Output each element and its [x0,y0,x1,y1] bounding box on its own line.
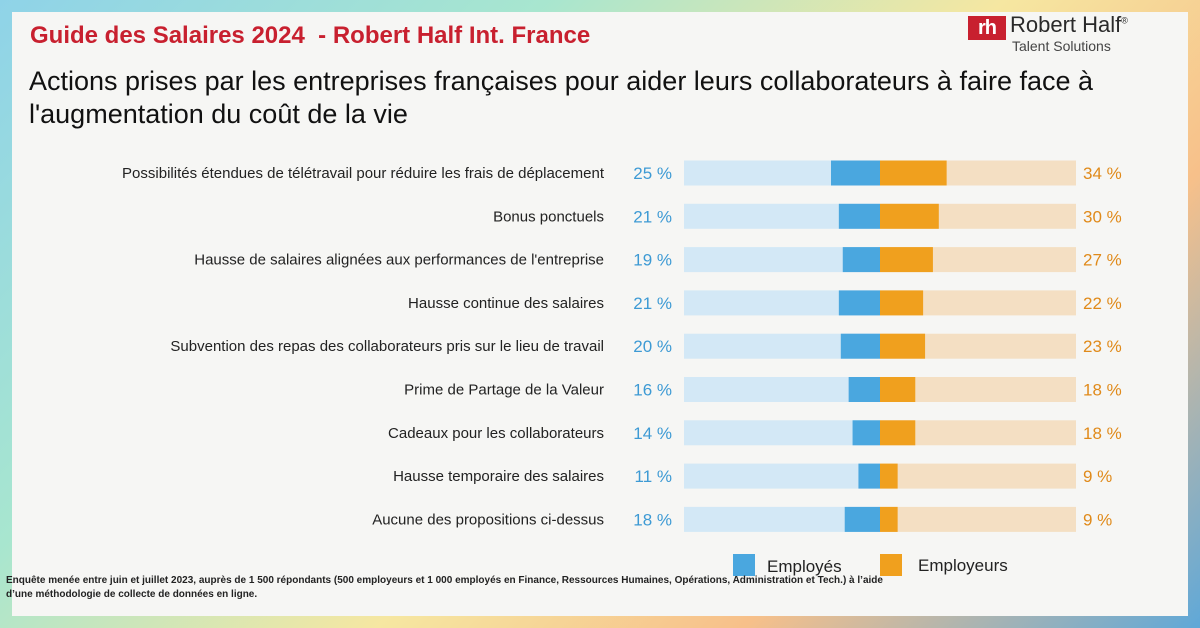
employeurs-bar [880,333,926,359]
legend-employes-swatch [733,554,755,576]
employes-bar [858,463,880,489]
logo-mark-icon: rh [968,16,1006,40]
employeurs-bar [880,463,898,489]
employes-bar [831,160,880,186]
employeurs-value-label: 9 % [1083,467,1112,486]
robert-half-logo: rh Robert Half® Talent Solutions [968,12,1158,56]
employeurs-bar [880,247,933,273]
employes-value-label: 18 % [633,510,672,529]
chart-subtitle: Actions prises par les entreprises franç… [29,66,1094,129]
category-label: Prime de Partage de la Valeur [404,382,604,399]
employes-track [684,420,880,446]
employes-bar [838,290,880,316]
employes-track [684,377,880,402]
employes-value-label: 21 % [633,207,672,226]
employes-value-label: 19 % [633,251,672,270]
legend-employeurs-swatch [880,554,902,576]
category-label: Cadeaux pour les collaborateurs [388,425,604,442]
employeurs-bar [880,290,924,316]
category-label: Bonus ponctuels [493,208,604,225]
employeurs-bar [880,160,947,186]
category-label: Hausse continue des salaires [408,295,604,312]
employeurs-value-label: 22 % [1083,294,1122,313]
category-label: Hausse de salaires alignées aux performa… [194,252,604,269]
logo-name: Robert Half [1010,12,1122,37]
employeurs-track [880,463,1076,489]
category-label: Aucune des propositions ci-dessus [372,511,604,528]
employeurs-value-label: 30 % [1083,207,1122,226]
employes-value-label: 20 % [633,337,672,356]
employes-bar [844,506,880,532]
employeurs-value-label: 34 % [1083,164,1122,183]
category-label: Possibilités étendues de télétravail pou… [122,165,605,182]
legend-employeurs-label: Employeurs [918,556,1008,575]
legend-employes-label: Employés [767,557,842,576]
employeurs-bar [880,203,939,229]
employeurs-value-label: 23 % [1083,337,1122,356]
employeurs-value-label: 18 % [1083,381,1122,400]
category-label: Subvention des repas des collaborateurs … [170,338,604,355]
employes-bar [838,203,880,229]
employes-bar [848,377,880,402]
employes-value-label: 11 % [635,467,673,486]
employes-track [684,463,880,489]
employes-bar [852,420,880,446]
category-label: Hausse temporaire des salaires [393,468,604,485]
employes-value-label: 21 % [633,294,672,313]
employes-value-label: 14 % [633,424,672,443]
employeurs-bar [880,377,916,402]
employes-value-label: 25 % [633,164,672,183]
employeurs-value-label: 27 % [1083,251,1122,270]
employeurs-track [880,506,1076,532]
employes-bar [842,247,880,273]
employeurs-value-label: 18 % [1083,424,1122,443]
employeurs-value-label: 9 % [1083,510,1112,529]
employes-bar [840,333,880,359]
page-title: Guide des Salaires 2024 - Robert Half In… [30,22,591,49]
survey-footnote: Enquête menée entre juin et juillet 2023… [6,575,883,600]
employeurs-bar [880,420,916,446]
logo-tagline: Talent Solutions [1012,38,1111,54]
employes-value-label: 16 % [633,381,672,400]
employeurs-bar [880,506,898,532]
